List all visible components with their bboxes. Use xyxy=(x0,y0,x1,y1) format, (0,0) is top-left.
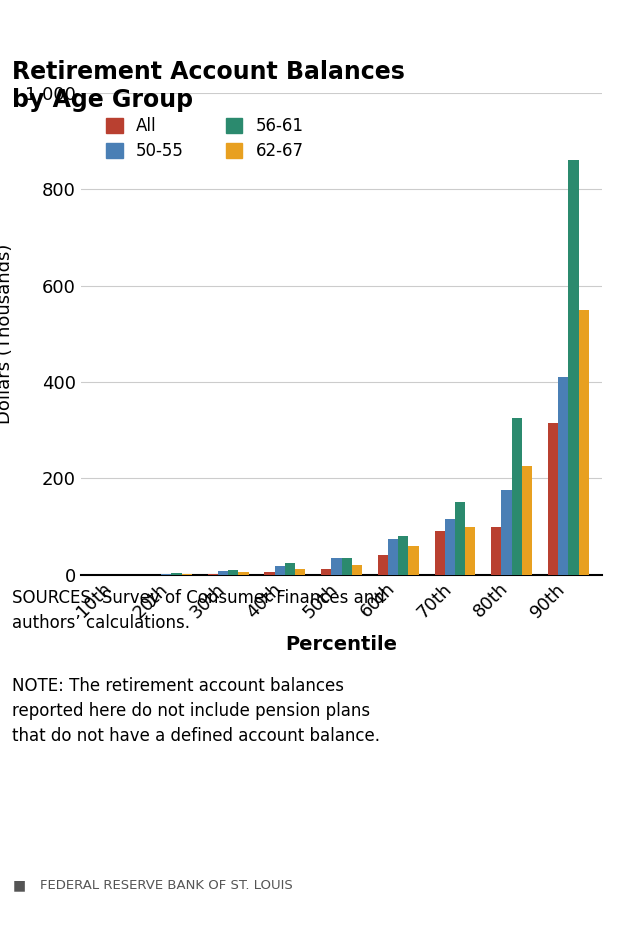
Bar xyxy=(161,574,171,575)
Bar xyxy=(351,565,362,575)
Text: SOURCES: Survey of Consumer Finances and
authors’ calculations.: SOURCES: Survey of Consumer Finances and… xyxy=(12,589,385,631)
Bar xyxy=(445,519,455,575)
Bar xyxy=(228,570,238,575)
Bar xyxy=(285,563,295,575)
Bar xyxy=(568,160,579,575)
Bar xyxy=(238,572,248,575)
Bar xyxy=(274,566,285,575)
Bar xyxy=(522,466,532,575)
Bar xyxy=(501,490,512,575)
Bar xyxy=(332,558,342,575)
Legend: All, 50-55, 56-61, 62-67: All, 50-55, 56-61, 62-67 xyxy=(99,110,310,167)
Text: FEDERAL RESERVE BANK OF ST. LOUIS: FEDERAL RESERVE BANK OF ST. LOUIS xyxy=(40,879,293,892)
Text: NOTE: The retirement account balances
reported here do not include pension plans: NOTE: The retirement account balances re… xyxy=(12,677,381,744)
Bar xyxy=(378,555,388,575)
Bar xyxy=(558,377,568,575)
Bar xyxy=(265,572,274,575)
Bar xyxy=(171,573,182,575)
Bar xyxy=(321,569,332,575)
Bar xyxy=(398,536,409,575)
Bar xyxy=(295,569,306,575)
Bar xyxy=(208,574,218,575)
Bar xyxy=(342,558,351,575)
Bar xyxy=(579,310,589,575)
Bar xyxy=(409,546,419,575)
Bar xyxy=(435,531,445,575)
Bar xyxy=(388,539,398,575)
Bar xyxy=(512,418,522,575)
Bar xyxy=(455,502,465,575)
Bar xyxy=(491,527,501,575)
Bar xyxy=(548,423,558,575)
Text: Retirement Account Balances
by Age Group: Retirement Account Balances by Age Group xyxy=(12,60,406,112)
X-axis label: Percentile: Percentile xyxy=(286,635,397,654)
Y-axis label: Dollars (Thousands): Dollars (Thousands) xyxy=(0,244,14,424)
Bar xyxy=(465,527,475,575)
Text: ■: ■ xyxy=(12,878,25,893)
Bar xyxy=(218,571,228,575)
